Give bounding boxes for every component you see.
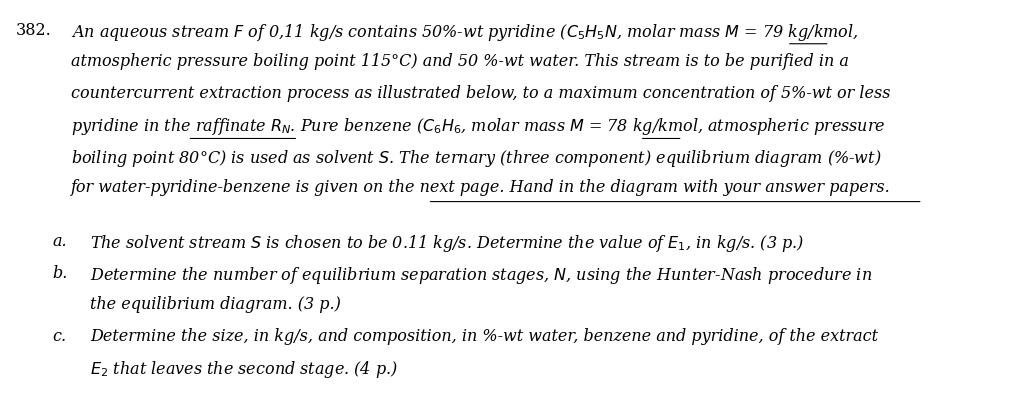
Text: for water-pyridine-benzene is given on the next page. Hand in the diagram with y: for water-pyridine-benzene is given on t… xyxy=(72,179,891,197)
Text: Determine the number of equilibrium separation stages, $N$, using the Hunter-Nas: Determine the number of equilibrium sepa… xyxy=(90,265,872,285)
Text: atmospheric pressure boiling point 115°C) and 50 %-wt water. This stream is to b: atmospheric pressure boiling point 115°C… xyxy=(72,53,849,70)
Text: Determine the size, in kg/s, and composition, in %-wt water, benzene and pyridin: Determine the size, in kg/s, and composi… xyxy=(90,328,878,345)
Text: An aqueous stream $F$ of 0,11 kg/s contains 50%-wt pyridine ($C_5H_5N$, molar ma: An aqueous stream $F$ of 0,11 kg/s conta… xyxy=(72,21,859,42)
Text: countercurrent extraction process as illustrated below, to a maximum concentrati: countercurrent extraction process as ill… xyxy=(72,85,891,102)
Text: b.: b. xyxy=(52,265,68,281)
Text: c.: c. xyxy=(52,328,66,345)
Text: 382.: 382. xyxy=(15,21,51,39)
Text: $E_2$ that leaves the second stage. (4 p.): $E_2$ that leaves the second stage. (4 p… xyxy=(90,359,398,380)
Text: the equilibrium diagram. (3 p.): the equilibrium diagram. (3 p.) xyxy=(90,296,341,313)
Text: pyridine in the raffinate $R_N$. Pure benzene ($C_6H_6$, molar mass $M$ = 78 kg/: pyridine in the raffinate $R_N$. Pure be… xyxy=(72,116,886,137)
Text: a.: a. xyxy=(52,233,68,250)
Text: boiling point 80°C) is used as solvent $S$. The ternary (three component) equili: boiling point 80°C) is used as solvent $… xyxy=(72,148,882,169)
Text: The solvent stream $S$ is chosen to be 0.11 kg/s. Determine the value of $E_1$, : The solvent stream $S$ is chosen to be 0… xyxy=(90,233,804,254)
